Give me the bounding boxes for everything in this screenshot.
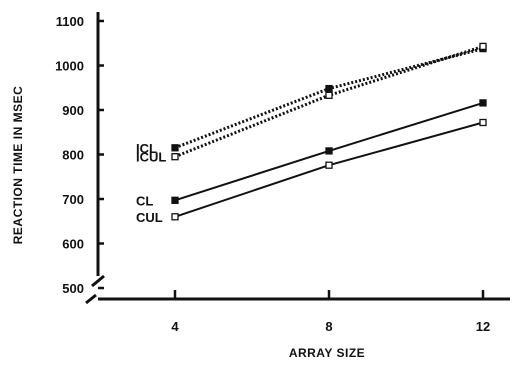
data-point-icl — [171, 144, 179, 152]
series-layer — [171, 42, 487, 221]
x-tick-label: 12 — [476, 319, 490, 334]
x-tick-label: 8 — [325, 319, 332, 334]
data-point-cl — [325, 147, 333, 155]
series-label-cul: CUL — [136, 210, 163, 225]
series-label-icul: ICUL — [136, 150, 166, 165]
y-tick-label: 700 — [62, 192, 84, 207]
data-point-cl — [171, 196, 179, 204]
data-point-icul — [171, 153, 179, 161]
y-axis-break — [91, 274, 105, 288]
series-label-icl: ICL — [136, 141, 157, 156]
data-point-icul — [479, 42, 487, 51]
data-point-cul — [171, 213, 179, 221]
y-tick-label: 600 — [62, 237, 84, 252]
y-tick-label: 1100 — [56, 14, 84, 29]
axes: 500 600 700 800 900 1000 1100 4 8 12 — [55, 12, 510, 334]
x-axis-title: ARRAY SIZE — [289, 346, 365, 360]
y-tick-label: 500 — [62, 281, 84, 296]
y-axis-title: REACTION TIME IN MSEC — [11, 86, 25, 245]
y-tick-label: 800 — [62, 148, 84, 163]
x-tick-label: 4 — [171, 319, 179, 334]
data-point-cul — [325, 161, 333, 169]
x-axis-break — [85, 293, 97, 305]
data-point-cl — [479, 99, 487, 107]
data-point-icul — [325, 91, 333, 99]
y-tick-label: 1000 — [55, 59, 84, 74]
series-line-icul — [174, 44, 484, 159]
data-point-icl — [325, 84, 333, 93]
data-point-cul — [479, 118, 487, 127]
y-tick-label: 900 — [62, 103, 84, 118]
series-label-cl: CL — [136, 193, 153, 208]
series-line-cul — [174, 121, 484, 218]
